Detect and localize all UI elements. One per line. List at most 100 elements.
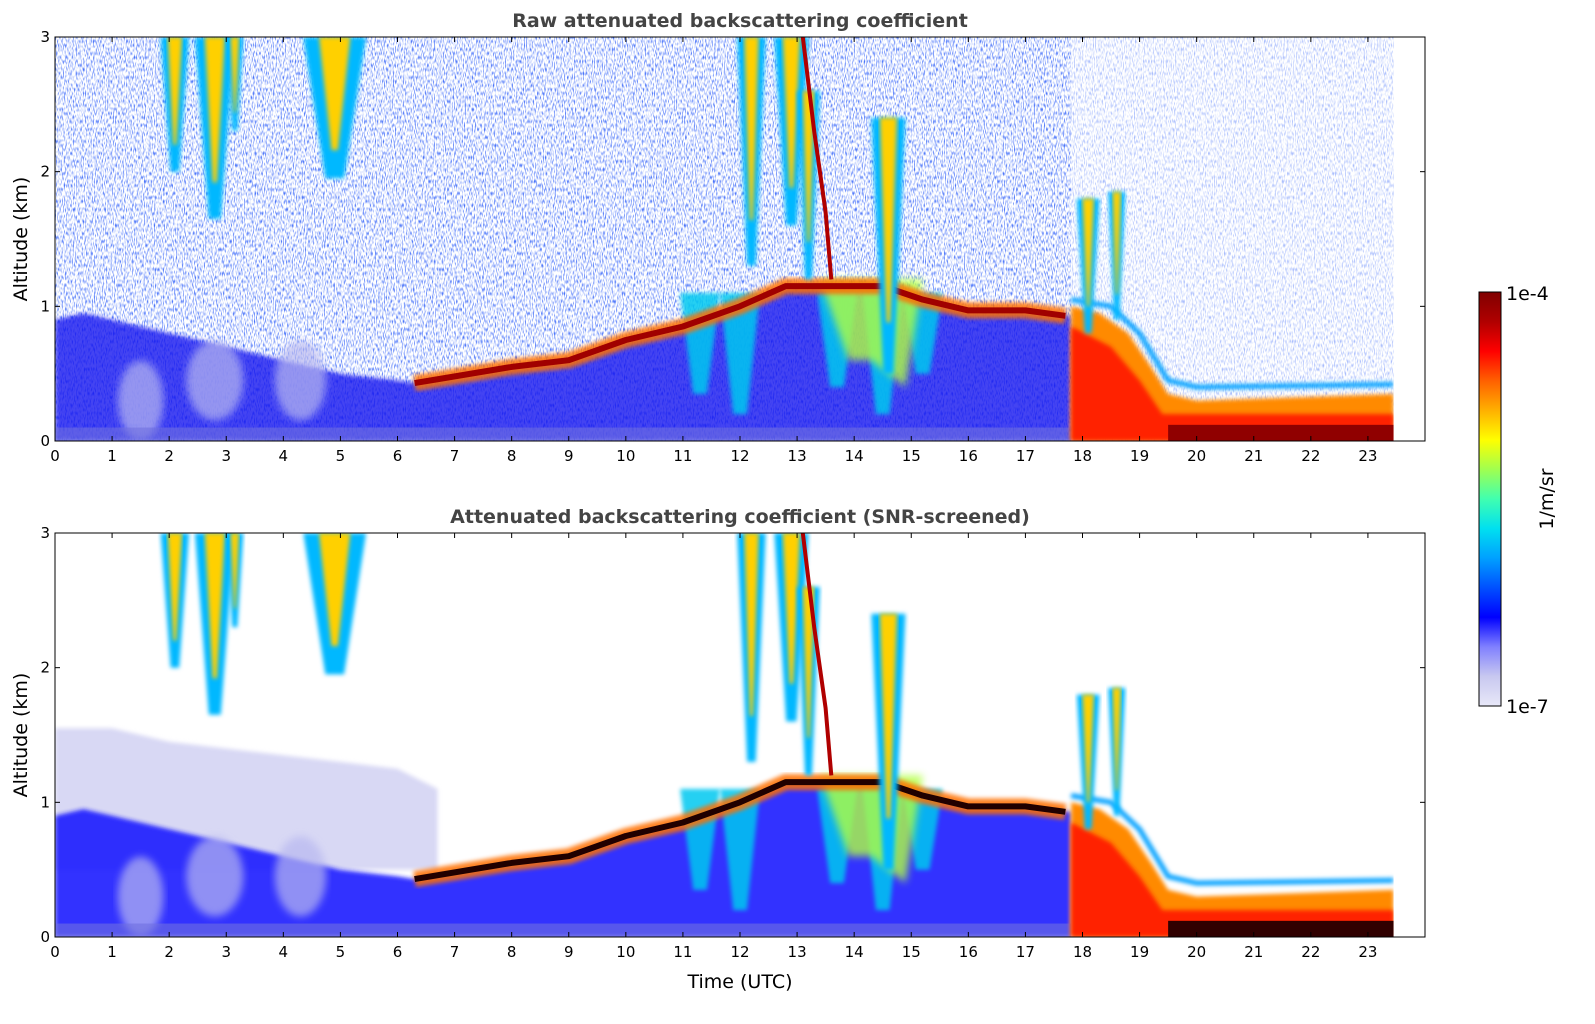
convective-core: [819, 775, 923, 884]
x-tick-label: 10: [616, 943, 635, 961]
pale-patch: [117, 360, 164, 441]
cirrus-core: [1112, 191, 1121, 295]
x-tick-label: 15: [902, 943, 921, 961]
cirrus-core: [744, 37, 759, 221]
pale-patch: [274, 340, 327, 421]
x-tick-label: 14: [845, 943, 864, 961]
surface-strip: [55, 427, 1072, 441]
x-tick-label: 20: [1187, 447, 1206, 465]
chart-2-y-ticks: 0 1 2 3: [40, 524, 1425, 946]
x-tick-label: 11: [673, 447, 692, 465]
x-tick-label: 11: [673, 943, 692, 961]
colorbar-max-label: 1e-4: [1506, 283, 1549, 305]
y-tick-label: 0: [40, 928, 50, 946]
x-tick-label: 0: [50, 447, 60, 465]
cirrus-core: [802, 90, 815, 242]
x-tick-label: 22: [1301, 943, 1320, 961]
x-tick-label: 12: [730, 447, 749, 465]
boundary-layer-top: [414, 283, 1066, 387]
x-tick-label: 2: [164, 943, 174, 961]
y-tick-label: 0: [40, 432, 50, 450]
residual-layer-edge: [1070, 297, 1394, 390]
y-tick-label: 3: [40, 524, 50, 542]
pale-patch: [186, 340, 244, 421]
no-data-region: [1393, 533, 1425, 937]
y-tick-label: 1: [40, 793, 50, 811]
cirrus-core: [879, 613, 897, 819]
convective-plume: [720, 292, 760, 415]
x-tick-label: 17: [1016, 943, 1035, 961]
cirrus-core: [802, 586, 815, 738]
chart-2-title: Attenuated backscattering coefficient (S…: [450, 506, 1030, 528]
chart-1-x-ticks: 0 1 2 3 4 5 6 7 8 9 10 11 12 13 14 15 16 17 18 19 20 21 22 23: [50, 37, 1377, 465]
x-tick-label: 10: [616, 447, 635, 465]
cirrus-core: [782, 37, 800, 188]
x-tick-label: 5: [336, 943, 346, 961]
x-tick-label: 17: [1016, 447, 1035, 465]
cirrus-core: [204, 37, 225, 183]
x-tick-label: 23: [1358, 943, 1377, 961]
x-tick-label: 21: [1244, 447, 1263, 465]
chart-1-y-ticks: 0 1 2 3: [40, 28, 1425, 450]
chart-1-title: Raw attenuated backscattering coefficien…: [512, 10, 968, 32]
x-tick-label: 22: [1301, 447, 1320, 465]
x-tick-label: 3: [221, 447, 231, 465]
chart-2-x-ticks: 0 1 2 3 4 5 6 7 8 9 10 11 12 13 14 15 16 17 18 19 20 21 22 23: [50, 533, 1377, 961]
x-tick-label: 0: [50, 943, 60, 961]
cirrus-core: [319, 533, 351, 647]
x-tick-label: 15: [902, 447, 921, 465]
y-tick-label: 3: [40, 28, 50, 46]
x-tick-label: 7: [450, 943, 460, 961]
boundary-layer-top: [414, 779, 1066, 883]
cirrus-core: [1082, 198, 1094, 307]
cirrus-core: [1112, 687, 1121, 791]
x-tick-label: 9: [564, 943, 574, 961]
surface-strip: [55, 923, 1072, 937]
x-tick-label: 3: [221, 943, 231, 961]
y-tick-label: 2: [40, 659, 50, 677]
x-tick-label: 20: [1187, 943, 1206, 961]
x-tick-label: 18: [1073, 447, 1092, 465]
x-tick-label: 4: [279, 447, 289, 465]
colorbar: [1478, 291, 1502, 707]
cirrus-core: [744, 533, 759, 717]
x-tick-label: 12: [730, 943, 749, 961]
x-tick-label: 5: [336, 447, 346, 465]
x-tick-label: 4: [279, 943, 289, 961]
x-tick-label: 7: [450, 447, 460, 465]
cirrus-core: [230, 37, 240, 113]
x-tick-label: 1: [107, 447, 117, 465]
x-tick-label: 14: [845, 447, 864, 465]
pale-patch: [274, 836, 327, 917]
x-tick-label: 8: [507, 943, 517, 961]
pale-patch: [186, 836, 244, 917]
residual-layer-core: [1071, 326, 1394, 441]
x-tick-label: 23: [1358, 447, 1377, 465]
x-tick-label: 16: [959, 447, 978, 465]
cirrus-edge: [800, 37, 834, 280]
cirrus-core: [230, 533, 240, 609]
residual-layer-core: [1071, 822, 1394, 937]
chart-2-x-label: Time (UTC): [686, 971, 792, 993]
nocturnal-surface-layer: [1168, 920, 1394, 937]
residual-layer-edge: [1070, 793, 1394, 886]
x-tick-label: 6: [393, 943, 403, 961]
x-tick-label: 19: [1130, 447, 1149, 465]
cirrus-core: [167, 37, 182, 145]
y-tick-label: 1: [40, 297, 50, 315]
x-tick-label: 6: [393, 447, 403, 465]
pale-patch: [117, 856, 164, 937]
x-tick-label: 1: [107, 943, 117, 961]
x-tick-label: 8: [507, 447, 517, 465]
chart-2-plot: [55, 533, 1425, 937]
y-tick-label: 2: [40, 163, 50, 181]
x-tick-label: 18: [1073, 943, 1092, 961]
cirrus-edge: [800, 533, 834, 776]
colorbar-unit-label: 1/m/sr: [1536, 468, 1558, 529]
x-tick-label: 21: [1244, 943, 1263, 961]
x-tick-label: 13: [788, 447, 807, 465]
x-tick-label: 2: [164, 447, 174, 465]
no-data-region: [1393, 37, 1425, 441]
cirrus-core: [782, 533, 800, 684]
